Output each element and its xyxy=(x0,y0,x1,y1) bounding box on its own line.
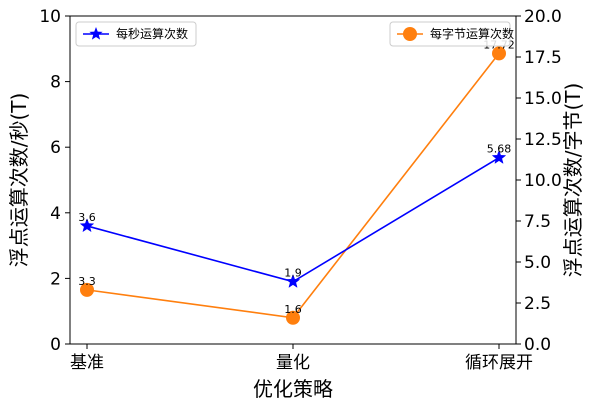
star-point xyxy=(79,218,95,233)
right-tick-label: 0.0 xyxy=(524,335,551,355)
star-point xyxy=(491,149,507,164)
data-label: 1.6 xyxy=(284,303,302,316)
left-tick-label: 8 xyxy=(50,73,61,93)
right-axis-title: 浮点运算次数/字节(T) xyxy=(561,83,585,278)
legend-box xyxy=(389,21,511,47)
x-tick-label: 量化 xyxy=(276,353,310,373)
circle-point xyxy=(286,310,300,325)
legend-right: 每字节运算次数 xyxy=(389,21,514,47)
series-ops-per-second: 3.6 1.9 5.68 xyxy=(78,143,511,288)
left-axis-ticks: 0 2 4 6 8 10 xyxy=(39,7,70,355)
left-tick-label: 0 xyxy=(50,335,61,355)
right-tick-label: 2.5 xyxy=(524,294,551,314)
x-tick-label: 循环展开 xyxy=(465,353,533,373)
data-label: 1.9 xyxy=(284,267,302,280)
circle-point xyxy=(492,46,506,61)
right-tick-label: 10.0 xyxy=(524,171,562,191)
right-axis-ticks: 0.0 2.5 5.0 7.5 10.0 12.5 15.0 17.5 20.0 xyxy=(516,7,562,355)
legend-circle-icon xyxy=(403,27,417,41)
star-point xyxy=(285,273,301,288)
right-tick-label: 7.5 xyxy=(524,212,551,232)
series-layer: 3.31.617.723.61.95.68 xyxy=(78,38,515,325)
legend-label: 每字节运算次数 xyxy=(430,26,514,41)
legend-label: 每秒运算次数 xyxy=(116,26,188,41)
x-axis-ticks: 基准 量化 循环展开 xyxy=(70,344,533,373)
x-axis-title: 优化策略 xyxy=(253,377,333,401)
right-tick-label: 12.5 xyxy=(524,130,562,150)
right-tick-label: 15.0 xyxy=(524,89,562,109)
left-tick-label: 4 xyxy=(50,204,61,224)
left-tick-label: 6 xyxy=(50,138,61,158)
x-tick-label: 基准 xyxy=(70,353,104,373)
left-tick-label: 10 xyxy=(39,7,61,27)
left-axis-title: 浮点运算次数/秒(T) xyxy=(7,93,31,268)
plot-area xyxy=(69,15,517,345)
left-tick-label: 2 xyxy=(50,269,61,289)
right-tick-label: 20.0 xyxy=(524,7,562,27)
legend-star-icon xyxy=(89,27,103,40)
circle-point xyxy=(80,282,94,297)
legend-left: 每秒运算次数 xyxy=(75,21,197,47)
legend-box xyxy=(75,21,197,47)
series-ops-per-byte: 3.31.617.72 xyxy=(78,38,515,325)
data-label: 3.3 xyxy=(78,275,96,288)
right-tick-label: 5.0 xyxy=(524,253,551,273)
data-label: 5.68 xyxy=(487,143,512,156)
right-tick-label: 17.5 xyxy=(524,48,562,68)
data-label: 3.6 xyxy=(78,211,96,224)
